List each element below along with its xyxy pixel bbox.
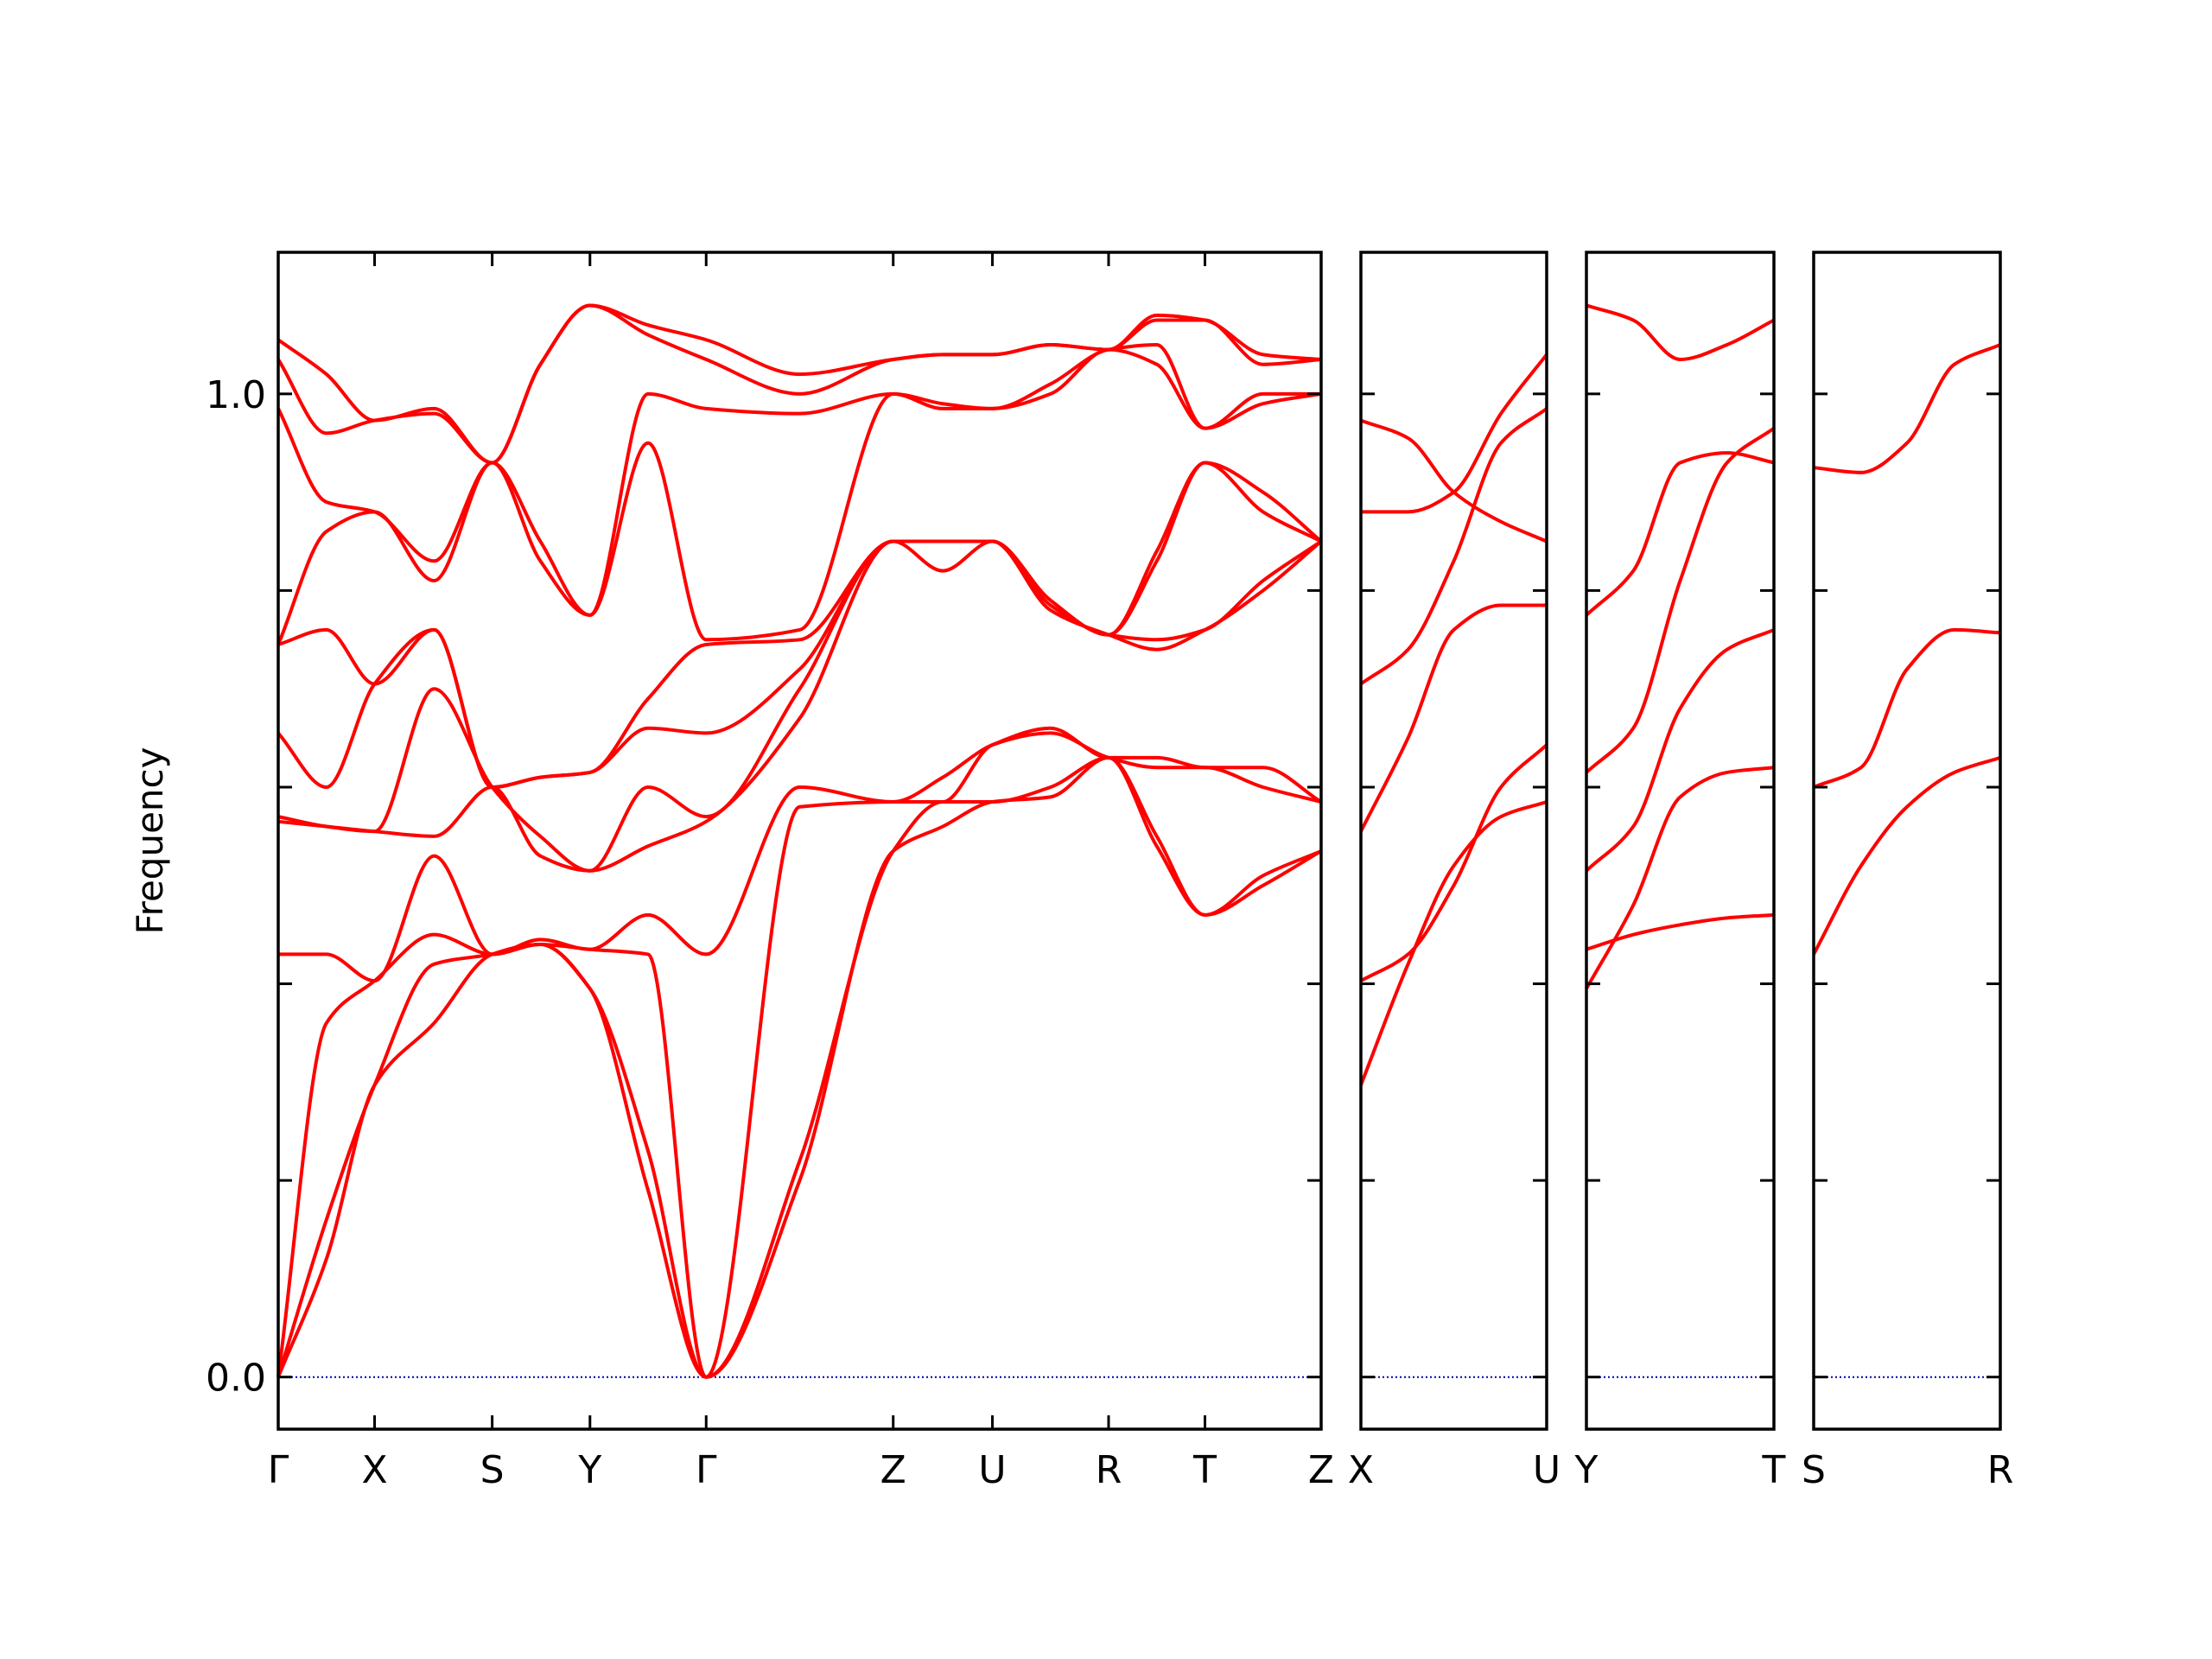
- x-tick-label: U: [978, 1448, 1006, 1492]
- band-line: [276, 342, 1321, 617]
- band-line: [1359, 407, 1548, 686]
- y-tick-label: 0.0: [206, 1357, 266, 1401]
- x-tick-label: S: [480, 1448, 505, 1492]
- axes-frame: [276, 251, 1323, 1431]
- x-tick-label: X: [361, 1448, 387, 1492]
- band-line: [1360, 418, 1548, 543]
- band-line: [1813, 627, 2001, 789]
- band-line: [276, 347, 1322, 645]
- band-line: [1586, 303, 1775, 362]
- band-line: [277, 539, 1323, 873]
- band-line: [1585, 628, 1775, 873]
- axes-frame: [1585, 251, 1776, 1431]
- axes-frame: [1359, 251, 1548, 1431]
- band-line: [1813, 343, 2001, 474]
- band-line: [276, 303, 1322, 465]
- x-tick-label: Y: [577, 1448, 601, 1492]
- band-line: [276, 303, 1322, 465]
- x-tick-label: U: [1533, 1448, 1560, 1492]
- x-tick-label: S: [1802, 1448, 1826, 1492]
- axes-frame: [1812, 251, 2002, 1431]
- band-line: [276, 731, 1322, 1379]
- x-tick-label: R: [1096, 1448, 1122, 1492]
- x-tick-label: T: [1192, 1448, 1217, 1492]
- band-line: [277, 539, 1323, 873]
- x-tick-label: Z: [880, 1448, 906, 1492]
- band-line: [1359, 800, 1548, 1086]
- x-tick-label: X: [1348, 1448, 1374, 1492]
- x-tick-label: Y: [1574, 1448, 1599, 1492]
- y-axis-label: Frequency: [129, 747, 171, 935]
- x-tick-label: Γ: [696, 1448, 717, 1492]
- band-line: [276, 461, 1322, 789]
- x-tick-label: Γ: [268, 1448, 289, 1492]
- y-tick-label: 1.0: [206, 373, 266, 417]
- band-line: [1586, 912, 1775, 951]
- x-tick-label: R: [1987, 1448, 2014, 1492]
- band-line: [277, 461, 1323, 789]
- band-line: [1812, 755, 2001, 956]
- band-line: [1585, 427, 1776, 774]
- band-line: [1361, 353, 1548, 514]
- band-line: [276, 755, 1323, 1379]
- band-line: [1359, 603, 1547, 833]
- x-tick-label: T: [1762, 1448, 1786, 1492]
- band-line: [1585, 766, 1775, 990]
- x-tick-label: Z: [1308, 1448, 1334, 1492]
- band-line: [1360, 743, 1548, 982]
- band-line: [276, 755, 1322, 1379]
- band-line: [1585, 451, 1775, 617]
- band-line: [278, 726, 1323, 983]
